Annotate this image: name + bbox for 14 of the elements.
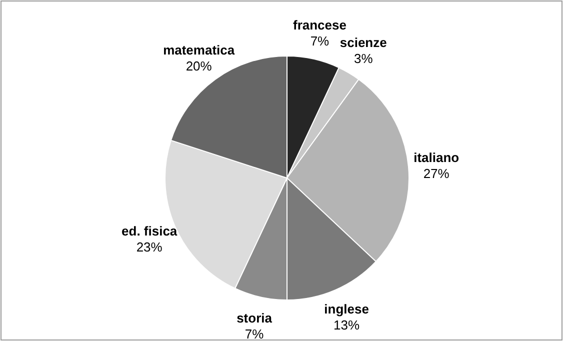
slice-label: scienze [340,34,387,50]
slice-label: matematica [163,42,236,58]
slice-label: italiano [414,150,460,165]
slice-label: inglese [324,302,369,317]
data-label: 27% [423,166,450,181]
data-label: 7% [244,326,264,342]
data-label: 7% [310,34,330,49]
slice-label: ed. fisica [122,224,178,239]
data-label: 3% [354,50,374,66]
slice-label: storia [236,310,273,326]
data-label: 23% [136,240,163,255]
slice-label: francese [292,18,346,33]
data-label: 20% [186,58,212,74]
data-label: 13% [334,318,360,333]
